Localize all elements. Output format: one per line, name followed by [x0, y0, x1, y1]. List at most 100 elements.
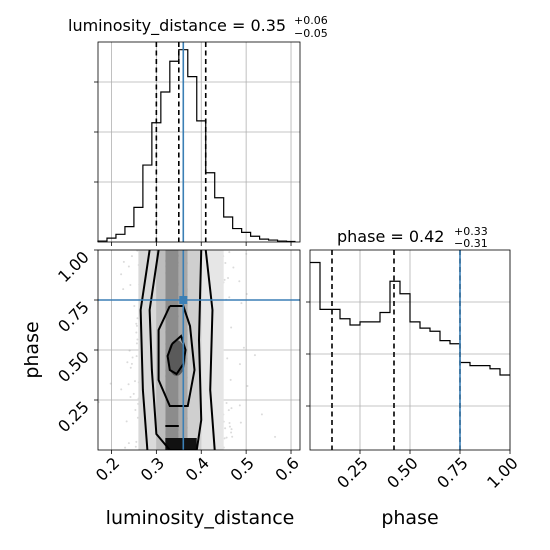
scatter-point — [109, 382, 112, 385]
joint-ytick-label-3: 1.00 — [54, 247, 93, 286]
joint-ytick-label-0: 0.25 — [54, 397, 93, 436]
contour-2 — [157, 305, 196, 407]
diag2-title-main: phase = 0.42 — [337, 227, 444, 246]
diag1-frame — [97, 41, 301, 243]
scatter-point — [127, 383, 130, 386]
diag2-title-plus: +0.33 — [454, 225, 488, 238]
diag1-histogram — [97, 49, 296, 243]
scatter-point — [122, 288, 125, 291]
diag2-xtick-label-0: 0.25 — [333, 453, 372, 492]
scatter-point — [129, 395, 132, 398]
scatter-point — [129, 284, 132, 287]
diag2-title-minus: −0.31 — [454, 237, 488, 250]
scatter-point — [130, 362, 133, 365]
scatter-point — [135, 324, 138, 327]
joint-xtick-label-4: 0.6 — [271, 453, 302, 484]
scatter-point — [238, 280, 241, 283]
scatter-point — [135, 342, 138, 345]
scatter-point — [134, 409, 137, 412]
scatter-point — [227, 409, 230, 412]
joint-xtick-label-0: 0.2 — [92, 453, 123, 484]
scatter-point — [120, 273, 123, 276]
scatter-point — [128, 349, 131, 352]
diag2-xtick-label-1: 0.50 — [383, 453, 422, 492]
scatter-point — [239, 421, 242, 424]
scatter-point — [238, 404, 241, 407]
scatter-point — [126, 361, 129, 364]
diag2-frame — [309, 249, 511, 451]
scatter-point — [238, 363, 241, 366]
scatter-point — [230, 428, 233, 431]
scatter-point — [228, 251, 231, 254]
scatter-point — [260, 413, 263, 416]
scatter-point — [127, 442, 130, 445]
diag2-histogram — [310, 261, 510, 376]
scatter-point — [124, 446, 127, 449]
diag1-title-minus: −0.05 — [294, 27, 328, 40]
scatter-point — [133, 305, 136, 308]
ylabel-phase: phase — [21, 321, 43, 378]
scatter-point — [223, 278, 226, 281]
scatter-point — [132, 392, 135, 395]
scatter-point — [224, 427, 227, 430]
scatter-point — [232, 266, 235, 269]
scatter-point — [230, 326, 233, 329]
scatter-point — [229, 378, 232, 381]
diag2-panel: 0.25 0.50 0.75 1.00 — [306, 249, 522, 492]
scatter-point — [231, 435, 234, 438]
contour-outer-right — [204, 250, 216, 450]
joint-ytick-label-2: 0.75 — [54, 297, 93, 336]
contour-3 — [148, 250, 203, 450]
scatter-point — [246, 385, 249, 388]
scatter-point — [133, 380, 136, 383]
density-core-bottom — [165, 438, 197, 450]
scatter-point — [135, 331, 138, 334]
scatter-point — [129, 366, 132, 369]
scatter-point — [120, 388, 123, 391]
scatter-point — [245, 293, 248, 296]
scatter-point — [227, 276, 230, 279]
diag1-title: luminosity_distance = 0.35 — [68, 16, 286, 36]
diag1-panel — [94, 41, 301, 246]
scatter-point — [225, 402, 228, 405]
joint-frame — [97, 249, 301, 451]
scatter-point — [228, 422, 231, 425]
scatter-point — [245, 252, 248, 255]
scatter-point — [131, 356, 134, 359]
scatter-point — [240, 302, 243, 305]
scatter-point — [130, 255, 133, 258]
xlabel-phase: phase — [381, 507, 438, 529]
diag2-xtick-label-3: 1.00 — [483, 453, 522, 492]
joint-xtick-label-3: 0.5 — [227, 453, 258, 484]
scatter-point — [98, 401, 100, 404]
scatter-point — [134, 445, 137, 448]
contour-inner — [166, 334, 187, 376]
scatter-point — [253, 354, 256, 357]
scatter-point — [136, 250, 139, 252]
scatter-point — [225, 436, 228, 439]
scatter-point — [228, 425, 231, 428]
diag1-title-plus: +0.06 — [294, 14, 328, 27]
joint-truth-marker — [179, 296, 188, 304]
scatter-point — [223, 437, 226, 440]
scatter-point — [135, 440, 138, 443]
scatter-point — [127, 265, 130, 268]
scatter-point — [136, 338, 139, 341]
scatter-point — [230, 407, 233, 410]
scatter-point — [274, 435, 277, 438]
diag2-grid — [310, 250, 511, 450]
scatter-point — [226, 357, 229, 360]
joint-xtick-label-2: 0.4 — [182, 453, 213, 484]
scatter-point — [228, 296, 231, 299]
xlabel-luminosity-distance: luminosity_distance — [106, 507, 295, 529]
scatter-point — [135, 355, 138, 358]
scatter-point — [242, 346, 245, 349]
scatter-point — [224, 262, 227, 265]
scatter-point — [122, 260, 125, 263]
density-column-1 — [156, 250, 166, 450]
diag2-xtick-label-2: 0.75 — [433, 453, 472, 492]
contour-outer-left — [139, 250, 151, 450]
scatter-point — [230, 431, 233, 434]
joint-xtick-label-1: 0.3 — [137, 453, 168, 484]
